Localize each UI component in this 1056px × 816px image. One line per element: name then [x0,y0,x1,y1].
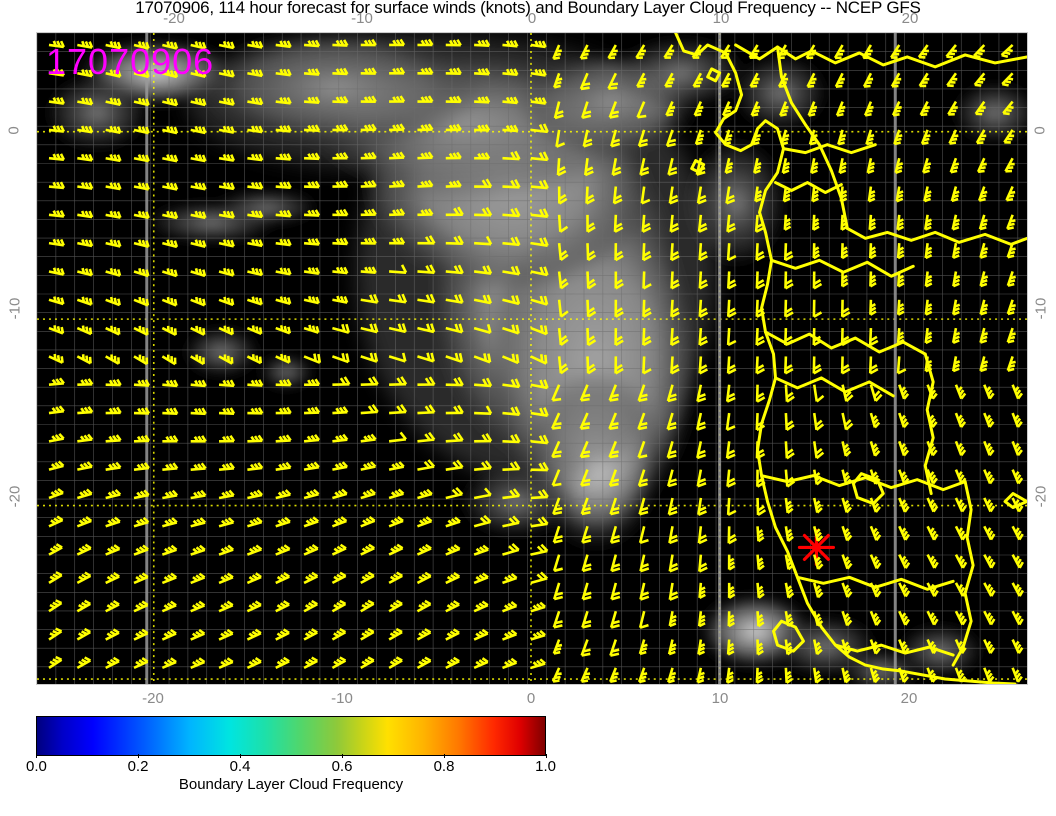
colorbar-notch [444,754,445,758]
colorbar-axis-label: Boundary Layer Cloud Frequency [178,776,404,793]
left-tick-label: -10 [6,297,24,320]
colorbar-notch [240,754,241,758]
colorbar-tick-label: 0.2 [127,758,149,775]
colorbar-notch [138,754,139,758]
left-tick-label: 0 [5,126,23,135]
map-canvas [37,33,1027,684]
page-title: 17070906, 114 hour forecast for surface … [135,0,921,17]
colorbar-notch [36,754,37,758]
bottom-tick-label: 0 [526,690,536,707]
map-plot-area[interactable] [36,32,1028,685]
colorbar-tick-row: 0.0 0.2 0.4 0.6 0.8 1.0 [26,754,556,780]
colorbar-tick-label: 0.8 [433,758,455,775]
bottom-tick-label: 10 [711,690,729,707]
colorbar-tick-label: 1.0 [535,758,557,775]
bottom-tick-label: 20 [900,690,918,707]
colorbar[interactable] [36,716,546,756]
top-tick-label: -10 [351,10,373,27]
colorbar-notch [546,754,547,758]
bottom-tick-label: -20 [142,690,164,707]
top-tick-label: 10 [712,10,730,27]
top-tick-label: 20 [901,10,919,27]
right-tick-label: -10 [1032,297,1050,320]
colorbar-tick-label: 0.6 [331,758,353,775]
colorbar-tick-label: 0.4 [229,758,251,775]
forecast-timestamp-stamp: 17070906 [46,41,215,82]
bottom-tick-label: -10 [331,690,353,707]
colorbar-notch [342,754,343,758]
left-tick-label: -20 [6,485,24,508]
colorbar-tick-label: 0.0 [25,758,47,775]
top-tick-label: 0 [527,10,537,27]
colorbar-gradient [36,716,546,756]
right-tick-label: -20 [1032,485,1050,508]
right-tick-label: 0 [1031,126,1049,135]
top-tick-label: -20 [163,10,185,27]
